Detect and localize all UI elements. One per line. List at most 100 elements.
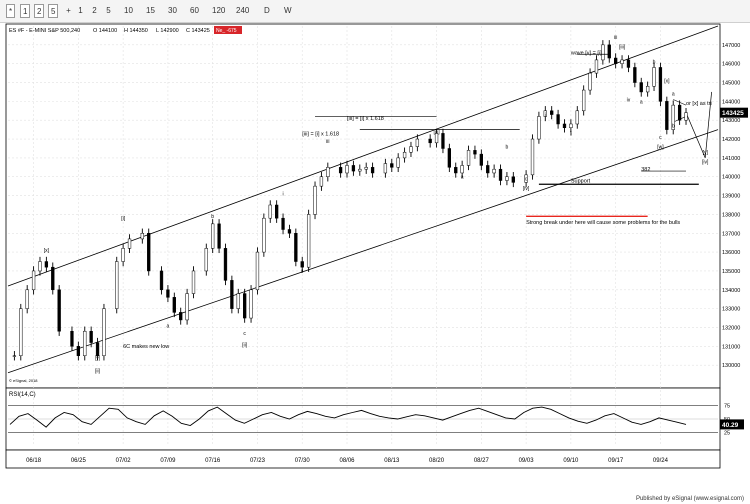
wave-label: b <box>211 214 214 220</box>
wave-label: c <box>678 109 681 115</box>
publisher-footer: Published by eSignal (www.esignal.com) <box>635 496 744 502</box>
toolbar-item-2[interactable]: 2 <box>34 4 45 18</box>
channel-upper-line <box>7 25 719 287</box>
wave-label: [y] <box>95 356 101 362</box>
price-candle-body <box>665 101 669 130</box>
price-series <box>12 40 688 361</box>
date-tick-label: 08/06 <box>340 458 356 464</box>
price-candle-body <box>620 59 624 64</box>
price-candle-body <box>498 168 503 181</box>
grid <box>8 26 718 446</box>
price-candle-body <box>243 293 247 319</box>
toolbar-item-W[interactable]: W <box>284 6 292 15</box>
price-candle-body <box>319 176 324 187</box>
price-candle-body <box>370 167 375 174</box>
price-candle-body <box>607 44 611 59</box>
open-label: O 144100 <box>93 28 117 34</box>
price-candle-body <box>402 151 407 159</box>
date-tick-label: 09/24 <box>653 458 669 464</box>
price-tick-label: 145000 <box>722 81 740 87</box>
date-tick-label: 07/23 <box>250 458 266 464</box>
toolbar-item-30[interactable]: 30 <box>168 6 177 15</box>
price-candle-body <box>102 308 106 356</box>
price-candle-body <box>223 248 228 281</box>
wave-label: b <box>653 60 656 66</box>
wave-label: a <box>461 175 464 181</box>
wave-label: c <box>659 135 662 141</box>
annotation-text: 6C makes new low <box>123 344 169 350</box>
price-candle-body <box>115 261 119 309</box>
toolbar-item-2m[interactable]: 2 <box>92 6 97 15</box>
price-candle-body <box>351 165 356 172</box>
channel-lower-line <box>7 129 719 374</box>
toolbar-item-5[interactable]: 5 <box>48 4 59 18</box>
price-candle-body <box>645 86 650 93</box>
toolbar-item-60[interactable]: 60 <box>190 6 199 15</box>
price-candle-body <box>255 251 260 291</box>
price-candle-body <box>447 148 452 168</box>
last-price-badge <box>720 107 748 118</box>
wave-label: iii <box>614 35 617 41</box>
wave-label: [i] <box>121 216 126 222</box>
price-candle-body <box>38 261 42 272</box>
price-candle-body <box>19 308 23 356</box>
rsi-line <box>9 406 687 428</box>
toolbar-item-10[interactable]: 10 <box>124 6 133 15</box>
price-tick-label: 146000 <box>722 62 740 68</box>
high-label: H 144350 <box>124 28 148 34</box>
change-label: Ne_ -675 <box>216 28 237 34</box>
wave-label: ii <box>570 131 572 137</box>
price-tick-label: 139000 <box>722 194 740 200</box>
price-candle-body <box>550 110 554 115</box>
price-candle-body <box>543 110 547 117</box>
toolbar-item-15[interactable]: 15 <box>146 6 155 15</box>
price-candle-body <box>31 270 36 291</box>
toolbar-item-1[interactable]: 1 <box>20 4 31 18</box>
toolbar-item-5m[interactable]: 5 <box>106 6 111 15</box>
price-tick-label: 133000 <box>722 307 740 313</box>
wave-label: [iv] <box>702 160 709 166</box>
price-candle-body <box>511 176 515 183</box>
wave-label: a <box>167 323 170 329</box>
annotation-text: [iii] = [i] x 1.618 <box>347 116 384 122</box>
price-candle-body <box>95 342 100 356</box>
price-candle-body <box>396 157 400 168</box>
wave-label: [ii] <box>95 369 101 375</box>
wave-label: b <box>506 144 509 150</box>
price-candle-body <box>326 167 330 177</box>
price-candle-body <box>25 289 29 309</box>
price-candle-body <box>588 72 592 91</box>
toolbar-item-120[interactable]: 120 <box>212 6 226 15</box>
wave-label: [w] <box>657 144 664 150</box>
price-candle-body <box>274 204 279 219</box>
date-tick-label: 06/25 <box>71 458 87 464</box>
rsi-last-badge <box>720 419 744 430</box>
price-candle-body <box>179 312 183 321</box>
toolbar-item-240[interactable]: 240 <box>236 6 250 15</box>
wave-label: iv <box>627 97 631 103</box>
price-candle-body <box>44 261 49 268</box>
price-candle-body <box>236 293 240 309</box>
price-candle-body <box>601 44 605 61</box>
price-candle-body <box>12 355 17 357</box>
annotation-text: 382 <box>641 167 650 173</box>
toolbar-item-D[interactable]: D <box>264 6 270 15</box>
annotation-text: wave [v] = [i] <box>570 50 602 56</box>
wave-label: c <box>243 331 246 337</box>
price-candle-body <box>127 238 132 249</box>
price-candle-body <box>294 233 298 262</box>
date-axis: 06/18 06/25 07/02 07/09 07/16 07/23 07/30 08/06… <box>26 458 669 464</box>
price-candle-body <box>486 165 490 174</box>
wave-label: [iii] <box>433 129 440 135</box>
wave-label: a <box>640 99 643 105</box>
price-candle-body <box>159 270 164 291</box>
rsi-last-label: 40.29 <box>722 422 739 429</box>
toolbar-item-1m[interactable]: 1 <box>78 6 83 15</box>
price-candle-body <box>300 261 304 268</box>
wave-label: [iii] <box>619 45 626 51</box>
toolbar-item-plus[interactable]: + <box>66 6 71 15</box>
price-tick-label: 141000 <box>722 156 740 162</box>
toolbar-item-cross[interactable]: * <box>6 4 16 18</box>
trend-channel <box>7 25 719 374</box>
price-candle-body <box>383 163 388 174</box>
